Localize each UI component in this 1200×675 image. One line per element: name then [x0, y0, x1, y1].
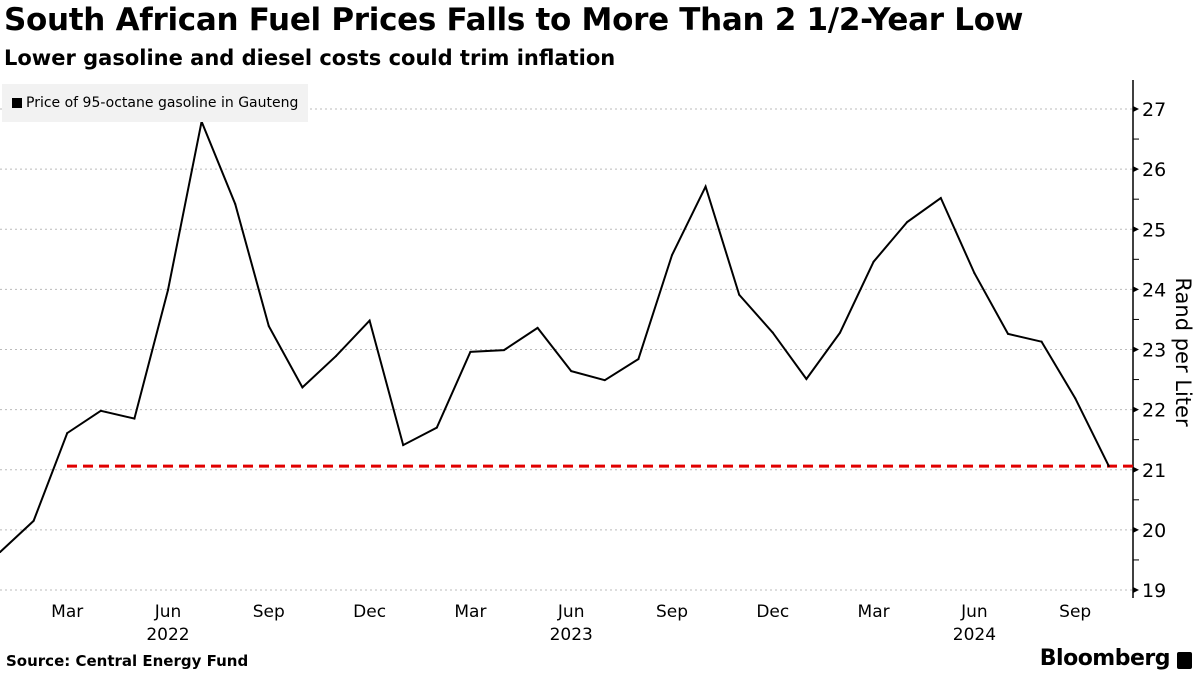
data-point [1007, 332, 1009, 335]
data-point [133, 417, 136, 420]
data-point [66, 432, 69, 435]
y-tick [1133, 346, 1139, 353]
y-tick [1133, 587, 1139, 593]
x-year-label: 2024 [953, 625, 996, 645]
y-axis-label: Rand per Liter [1171, 277, 1195, 427]
y-tick [1133, 166, 1139, 173]
data-point [301, 386, 304, 389]
data-point [738, 293, 741, 296]
data-point [805, 377, 808, 380]
data-point [368, 319, 371, 322]
chart-subtitle: Lower gasoline and diesel costs could tr… [4, 46, 616, 70]
x-tick-label: Mar [51, 602, 83, 622]
data-point [1040, 340, 1043, 343]
data-point [536, 326, 539, 329]
bloomberg-chart-icon [1177, 652, 1192, 669]
x-tick-label: Sep [1059, 602, 1091, 622]
y-tick [1133, 226, 1139, 233]
x-tick-label: Dec [756, 602, 789, 622]
data-point [1107, 465, 1110, 468]
data-point [0, 551, 1, 554]
data-point [402, 444, 405, 447]
bloomberg-logo: Bloomberg [1039, 646, 1171, 671]
data-point [503, 349, 505, 352]
x-tick-label: Sep [656, 602, 688, 622]
data-point [872, 260, 875, 263]
y-tick-label: 19 [1142, 580, 1166, 602]
x-tick-label: Mar [858, 602, 890, 622]
data-point [267, 325, 270, 328]
x-tick-label: Jun [154, 602, 182, 622]
data-point [335, 355, 337, 358]
x-year-label: 2022 [146, 625, 189, 645]
x-tick-label: Mar [454, 602, 486, 622]
y-tick [1133, 406, 1139, 413]
legend: Price of 95-octane gasoline in Gauteng [2, 84, 309, 122]
data-point [671, 254, 673, 257]
y-tick-label: 21 [1142, 460, 1166, 482]
y-tick-label: 22 [1142, 400, 1166, 422]
data-point [906, 221, 909, 224]
y-tick [1133, 526, 1139, 533]
data-point [771, 331, 774, 334]
x-year-label: 2023 [550, 625, 593, 645]
data-point [603, 379, 606, 382]
data-point [435, 426, 438, 429]
x-tick-label: Sep [253, 602, 285, 622]
chart-title: South African Fuel Prices Falls to More … [4, 2, 1024, 38]
y-tick-label: 23 [1142, 340, 1166, 362]
x-tick-label: Jun [557, 602, 585, 622]
series-line [0, 118, 1110, 553]
y-tick-label: 25 [1142, 219, 1166, 241]
data-point [234, 202, 237, 205]
data-point [570, 370, 573, 373]
y-tick [1133, 466, 1139, 473]
data-point [637, 358, 640, 361]
data-point [167, 288, 169, 291]
data-point [1074, 397, 1077, 400]
data-point [99, 409, 102, 412]
x-tick-label: Jun [960, 602, 988, 622]
y-tick-label: 27 [1142, 99, 1166, 121]
data-point [973, 272, 976, 275]
y-tick-label: 20 [1142, 520, 1166, 542]
legend-label: Price of 95-octane gasoline in Gauteng [26, 95, 299, 111]
y-tick-label: 26 [1142, 159, 1166, 181]
data-point [32, 519, 35, 522]
y-tick [1133, 106, 1139, 112]
data-point [839, 331, 841, 334]
y-tick-label: 24 [1142, 279, 1166, 301]
data-point [469, 350, 472, 353]
x-tick-label: Dec [353, 602, 386, 622]
source-note: Source: Central Energy Fund [6, 652, 249, 670]
data-point [704, 185, 707, 188]
data-point [939, 196, 942, 199]
legend-swatch [12, 98, 22, 108]
y-tick [1133, 286, 1139, 293]
